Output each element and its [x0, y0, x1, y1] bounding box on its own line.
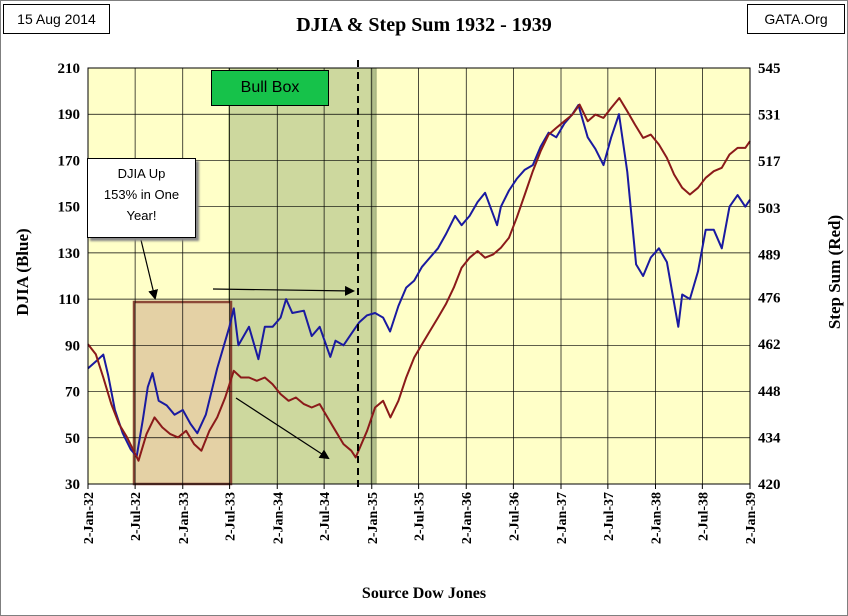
- right-tick-label: 420: [758, 477, 781, 493]
- annotation-line-1: DJIA Up: [117, 166, 166, 181]
- x-tick-label: 2-Jul-35: [413, 492, 428, 541]
- source-label: GATA.Org: [747, 4, 845, 34]
- chart-title: DJIA & Step Sum 1932 - 1939: [296, 14, 552, 36]
- left-tick-label: 210: [58, 61, 81, 77]
- left-axis-ticks: 30 50 70 90 110 130 150 170 190 210: [58, 61, 81, 493]
- series-lines: [87, 97, 751, 462]
- bull-box-region-edge: [370, 68, 376, 484]
- annotation-bull-box: Bull Box: [211, 70, 329, 106]
- arrow-down-right: [235, 397, 330, 460]
- x-tick-label: 2-Jul-34: [318, 492, 333, 541]
- x-tick-label: 2-Jul-36: [507, 492, 522, 541]
- left-tick-label: 30: [65, 477, 80, 493]
- right-tick-label: 434: [758, 430, 781, 446]
- right-axis-ticks: 420 434 448 462 476 489 503 517 531 545: [758, 61, 781, 493]
- series-line-step-sum: [87, 97, 751, 462]
- right-tick-label: 517: [758, 154, 781, 170]
- right-tick-label: 545: [758, 61, 781, 77]
- arrow-right-flat: [212, 285, 355, 296]
- x-tick-label: 2-Jan-35: [366, 492, 381, 544]
- left-tick-label: 70: [65, 385, 80, 401]
- x-tick-label: 2-Jan-38: [650, 492, 665, 544]
- date-label: 15 Aug 2014: [3, 4, 110, 34]
- right-tick-label: 531: [758, 108, 781, 124]
- x-tick-label: 2-Jan-39: [744, 492, 759, 544]
- x-tick-label: 2-Jul-33: [224, 492, 239, 541]
- x-tick-label: 2-Jan-34: [271, 492, 286, 544]
- left-tick-label: 190: [58, 107, 81, 123]
- left-tick-label: 90: [65, 338, 80, 354]
- left-tick-label: 130: [58, 246, 81, 262]
- x-axis-ticks: 2-Jan-32 2-Jul-32 2-Jan-33 2-Jul-33 2-Jan-34…: [82, 484, 759, 544]
- annotation-line-2: 153% in One: [103, 187, 180, 202]
- x-tick-label: 2-Jul-37: [602, 492, 617, 541]
- bull-box-region: [228, 67, 377, 485]
- annotation-djia-up: DJIA Up 153% in One Year!: [87, 158, 196, 238]
- annotation-line-3: Year!: [126, 208, 157, 223]
- x-tick-label: 2-Jan-33: [177, 492, 192, 544]
- left-tick-label: 170: [58, 153, 81, 169]
- right-tick-label: 448: [758, 384, 781, 400]
- x-tick-label: 2-Jul-32: [129, 492, 144, 541]
- series-line-djia: [87, 104, 751, 458]
- arrows: [140, 239, 355, 460]
- right-tick-label: 476: [758, 291, 781, 307]
- x-tick-label: 2-Jul-38: [696, 492, 711, 541]
- arrow-to-highlight-box: [140, 239, 158, 300]
- x-axis-label: Source Dow Jones: [361, 585, 487, 602]
- right-tick-label: 503: [758, 201, 781, 217]
- y-axis-label-right: Step Sum (Red): [825, 214, 844, 330]
- plot-border: [87, 67, 751, 485]
- right-tick-label: 462: [758, 337, 781, 353]
- left-tick-label: 50: [65, 431, 80, 447]
- right-tick-label: 489: [758, 247, 781, 263]
- x-tick-label: 2-Jan-37: [555, 492, 570, 544]
- left-tick-label: 110: [58, 292, 80, 308]
- x-tick-label: 2-Jan-36: [460, 492, 475, 544]
- x-tick-label: 2-Jan-32: [82, 492, 97, 544]
- left-tick-label: 150: [58, 200, 81, 216]
- y-axis-label-left: DJIA (Blue): [13, 228, 32, 316]
